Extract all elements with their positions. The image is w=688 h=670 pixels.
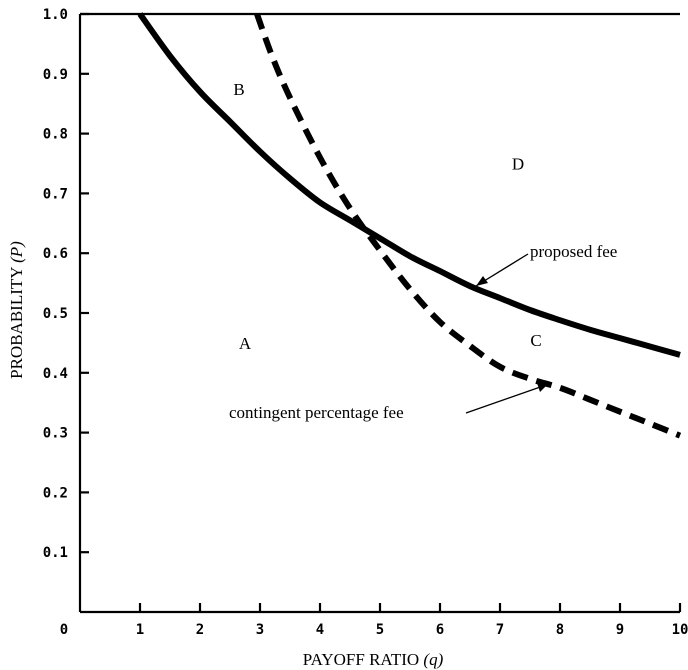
y-axis-title-text: PROBABILITY (7, 267, 26, 379)
x-tick-label: 9 (616, 622, 624, 638)
x-axis-title: PAYOFF RATIO (q) (303, 650, 444, 669)
x-tick-label: 8 (556, 622, 564, 638)
y-axis-title: PROBABILITY (P) (7, 241, 26, 379)
x-tick-label: 4 (316, 622, 324, 638)
y-tick-label: 0.4 (43, 366, 68, 382)
y-tick-label: 0.2 (43, 485, 68, 501)
x-tick-label: 10 (672, 622, 688, 638)
region-labels: A B C D (233, 80, 541, 353)
y-tick-label: 0.3 (43, 426, 68, 442)
y-tick-label: 0.7 (43, 186, 68, 202)
contingent-fee-arrowhead (537, 383, 548, 392)
proposed-fee-line (137, 12, 681, 358)
x-tick-label: 5 (376, 622, 384, 638)
region-label-a: A (239, 334, 252, 353)
x-tick-label: 2 (196, 622, 204, 638)
x-tick-label: 3 (256, 622, 264, 638)
y-tick-label: 0.9 (43, 67, 68, 83)
y-tick-label: 1.0 (43, 7, 68, 23)
x-tick-label: 7 (496, 622, 504, 638)
y-tick-label: 0.8 (43, 127, 68, 143)
proposed-fee-arrowhead (476, 276, 488, 286)
x-tick-label: 1 (136, 622, 144, 638)
proposed-fee-label: proposed fee (530, 242, 617, 261)
x-tick-label: 6 (436, 622, 444, 638)
contingent-fee-arrow (465, 384, 547, 414)
x-tick-label: 0 (60, 622, 68, 638)
region-label-d: D (512, 155, 524, 174)
axes (78, 12, 680, 614)
y-axis-title-var: (P) (7, 241, 26, 263)
region-label-b: B (233, 80, 244, 99)
contingent-fee-label: contingent percentage fee (229, 403, 404, 422)
x-axis-title-text: PAYOFF RATIO (303, 650, 419, 669)
y-tick-label: 0.5 (43, 306, 68, 322)
series (137, 12, 682, 439)
contingent-fee-line (254, 12, 682, 439)
y-tick-label: 0.6 (43, 246, 68, 262)
annotations: proposed fee contingent percentage fee (229, 242, 617, 422)
y-tick-label: 0.1 (43, 545, 68, 561)
x-axis-title-var: (q) (423, 650, 443, 669)
ticks: 0 1 2 3 4 5 6 7 8 9 10 0.1 0.2 0.3 0.4 0.5 0.6 0.7 0.8 0.9 1… (43, 7, 688, 638)
region-label-c: C (530, 331, 541, 350)
